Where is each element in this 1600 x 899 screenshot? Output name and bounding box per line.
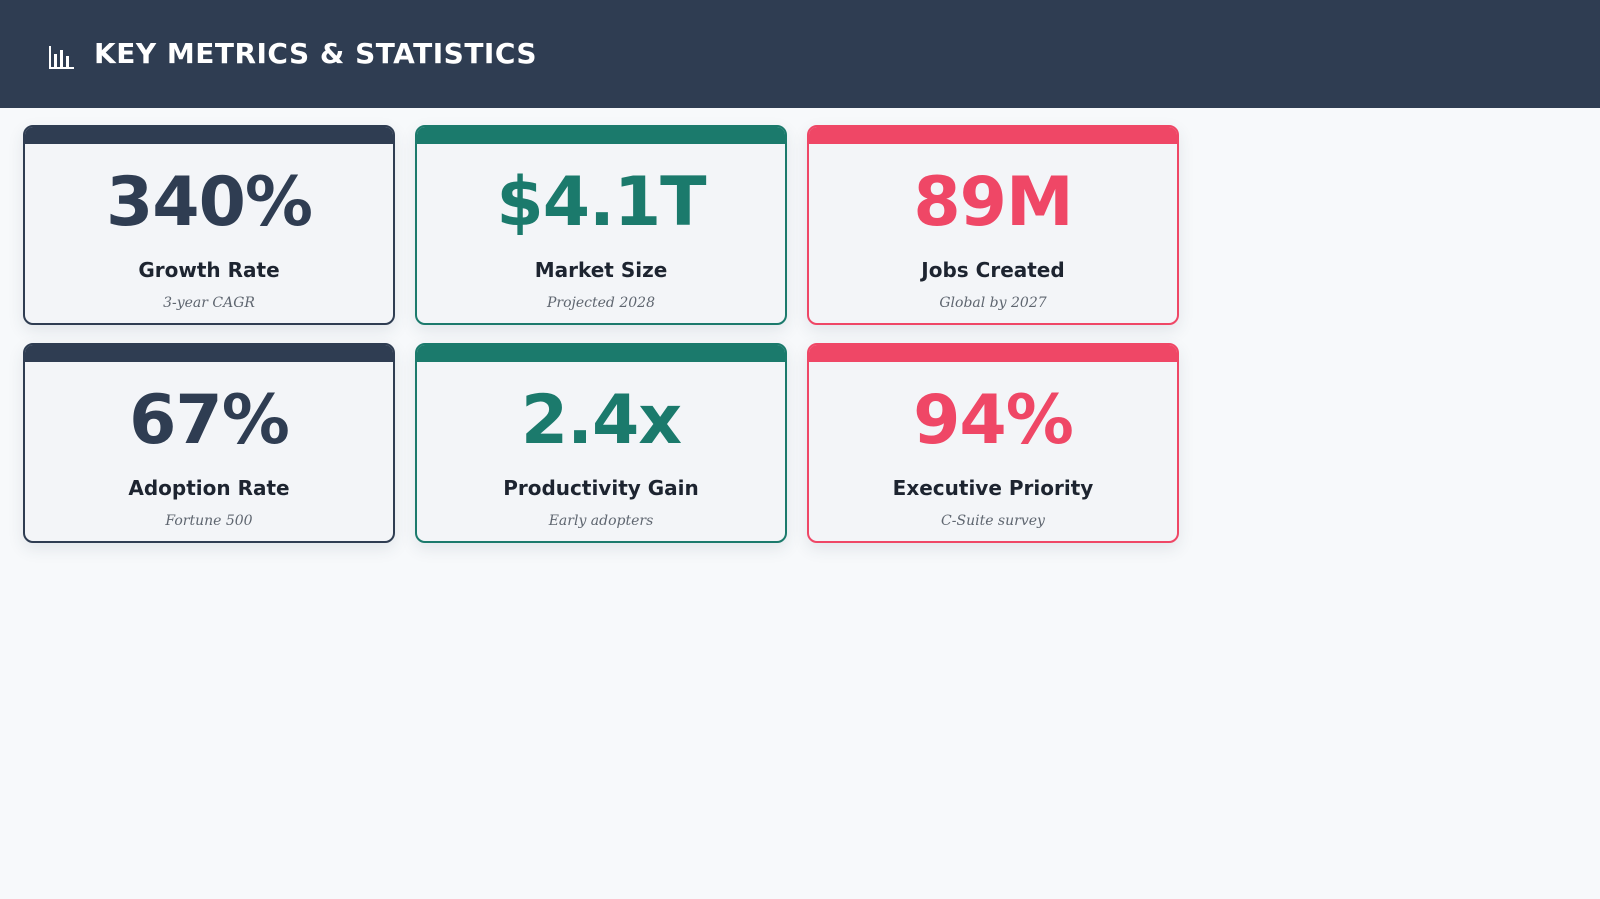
metric-value: 340% [105, 163, 313, 242]
metric-caption: 3-year CAGR [163, 295, 255, 311]
card-accent-bar [417, 127, 785, 144]
metric-value: 2.4x [520, 381, 682, 460]
metric-label: Productivity Gain [503, 476, 699, 500]
metric-caption: Global by 2027 [939, 295, 1047, 311]
metric-caption: Fortune 500 [165, 513, 253, 529]
metric-value: 89M [913, 163, 1073, 242]
metric-card-jobs-created: 89M Jobs Created Global by 2027 [807, 125, 1179, 325]
metric-label: Executive Priority [892, 476, 1094, 500]
metric-label: Adoption Rate [128, 476, 290, 500]
card-accent-bar [25, 345, 393, 362]
card-accent-bar [809, 345, 1177, 362]
metric-caption: Projected 2028 [547, 295, 655, 311]
metric-caption: Early adopters [548, 513, 654, 529]
metric-card-market-size: $4.1T Market Size Projected 2028 [415, 125, 787, 325]
metric-card-productivity-gain: 2.4x Productivity Gain Early adopters [415, 343, 787, 543]
metric-value: 94% [913, 381, 1074, 460]
metric-card-growth-rate: 340% Growth Rate 3-year CAGR [23, 125, 395, 325]
card-accent-bar [25, 127, 393, 144]
metric-label: Jobs Created [921, 258, 1065, 282]
metric-value: 67% [129, 381, 290, 460]
metric-card-executive-priority: 94% Executive Priority C-Suite survey [807, 343, 1179, 543]
card-accent-bar [809, 127, 1177, 144]
metric-caption: C-Suite survey [941, 513, 1045, 529]
bar-chart-icon [49, 46, 74, 69]
metric-value: $4.1T [496, 163, 706, 242]
metric-card-adoption-rate: 67% Adoption Rate Fortune 500 [23, 343, 395, 543]
page-header: KEY METRICS & STATISTICS [0, 0, 1600, 108]
metric-label: Market Size [534, 258, 668, 282]
page-title: KEY METRICS & STATISTICS [94, 37, 538, 70]
card-accent-bar [417, 345, 785, 362]
metric-label: Growth Rate [138, 258, 280, 282]
